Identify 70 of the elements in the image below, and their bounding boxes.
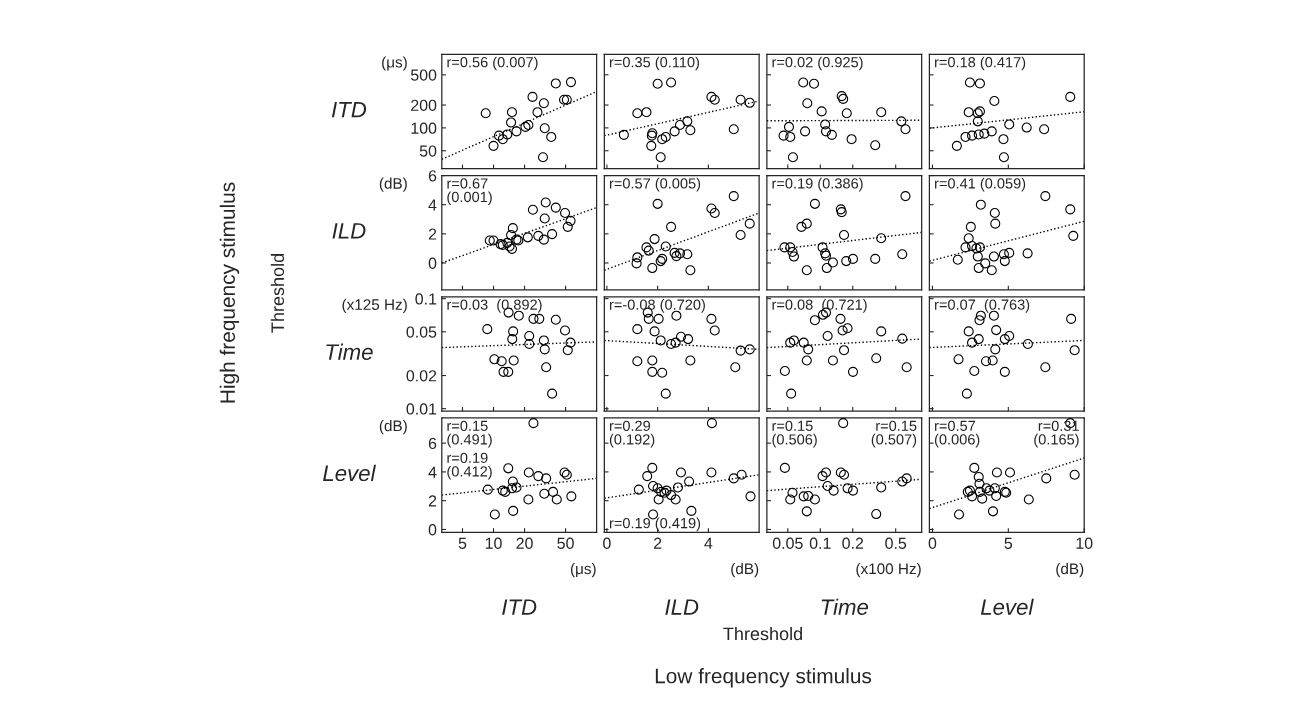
text: (dB) — [1056, 562, 1084, 578]
text: (μs) — [570, 562, 596, 578]
x-axis-title: ILD — [665, 599, 699, 615]
annotation: r=0.18 (0.417) — [935, 56, 1026, 71]
annotation: r=0.03 (0.892) — [447, 299, 542, 313]
text: (dB) — [731, 562, 759, 578]
text: (dB) — [379, 420, 407, 435]
x-tick-label: 5 — [458, 537, 467, 549]
x-tick-label: 0.05 — [772, 537, 803, 549]
annotation: r=0.35 (0.110) — [609, 56, 700, 71]
text: Low frequency stimulus — [655, 668, 872, 688]
annotation: r=0.41 (0.059) — [935, 177, 1026, 192]
x-tick-label: 50 — [557, 537, 574, 549]
annotation: r=0.57 (0.006) — [934, 420, 980, 448]
y-tick-label: 0.02 — [406, 370, 437, 382]
x-tick-label: 2 — [653, 537, 662, 549]
annotation: r=0.57 (0.005) — [609, 177, 701, 192]
x-tick-label: 0 — [928, 537, 937, 549]
text: High frequency stimulus — [219, 182, 240, 403]
annotation: r=0.15 (0.507) — [871, 420, 917, 448]
text: (x100 Hz) — [856, 562, 921, 578]
text: Threshold — [270, 254, 285, 333]
y-tick-label: 0.1 — [415, 293, 437, 305]
annotation: r=0.07 (0.763) — [935, 299, 1030, 313]
text: (dB) — [379, 177, 407, 192]
y-tick-label: 4 — [428, 199, 437, 211]
x-tick-label: 0.1 — [809, 537, 831, 549]
annotation: r=0.08 (0.721) — [772, 299, 867, 313]
annotation: r=0.19 (0.412) — [447, 452, 492, 480]
x-axis-title: Level — [980, 598, 1034, 615]
x-tick-label: 10 — [1076, 537, 1093, 549]
x-tick-label: 0.5 — [885, 537, 907, 549]
y-axis-title: ITD — [331, 101, 367, 118]
annotation: r=0.15 (0.506) — [772, 420, 817, 448]
y-tick-label: 0 — [428, 524, 437, 536]
y-tick-label: 6 — [428, 170, 437, 182]
x-axis-title: ITD — [502, 599, 537, 615]
annotation: r=0.15 (0.491) — [447, 420, 492, 448]
annotation: r=0.67 (0.001) — [447, 178, 492, 206]
y-axis-title: Time — [326, 343, 373, 360]
annotation: r=0.31 (0.165) — [1034, 420, 1079, 448]
y-tick-label: 0 — [428, 257, 437, 269]
annotation: r=0.19 (0.419) — [609, 517, 701, 532]
y-tick-label: 6 — [428, 437, 437, 450]
text: Threshold — [723, 626, 802, 641]
y-tick-label: 0.01 — [406, 403, 437, 415]
text: (μs) — [382, 56, 407, 71]
y-tick-label: 4 — [428, 466, 437, 478]
y-axis-title: ILD — [332, 223, 366, 239]
annotation: r=-0.08 (0.720) — [609, 299, 705, 313]
x-tick-label: 5 — [1004, 537, 1013, 549]
y-tick-label: 500 — [410, 69, 437, 81]
annotation: r=0.19 (0.386) — [772, 177, 863, 192]
x-tick-label: 0.2 — [842, 537, 864, 549]
annotation: r=0.56 (0.007) — [447, 56, 538, 71]
x-tick-label: 10 — [485, 537, 502, 549]
y-axis-title: Level — [323, 464, 376, 482]
annotation: r=0.29 (0.192) — [609, 420, 655, 448]
x-tick-label: 0 — [603, 537, 611, 549]
annotation: r=0.02 (0.925) — [772, 56, 863, 71]
x-axis-title: Time — [821, 598, 869, 615]
x-tick-label: 4 — [704, 537, 713, 549]
y-tick-label: 50 — [419, 145, 437, 157]
y-tick-label: 2 — [428, 495, 437, 507]
y-tick-label: 100 — [411, 122, 437, 134]
y-tick-label: 200 — [411, 99, 437, 111]
x-tick-label: 20 — [516, 537, 533, 549]
y-tick-label: 2 — [428, 228, 437, 240]
text: (x125 Hz) — [342, 298, 407, 314]
y-tick-label: 0.05 — [406, 326, 437, 338]
